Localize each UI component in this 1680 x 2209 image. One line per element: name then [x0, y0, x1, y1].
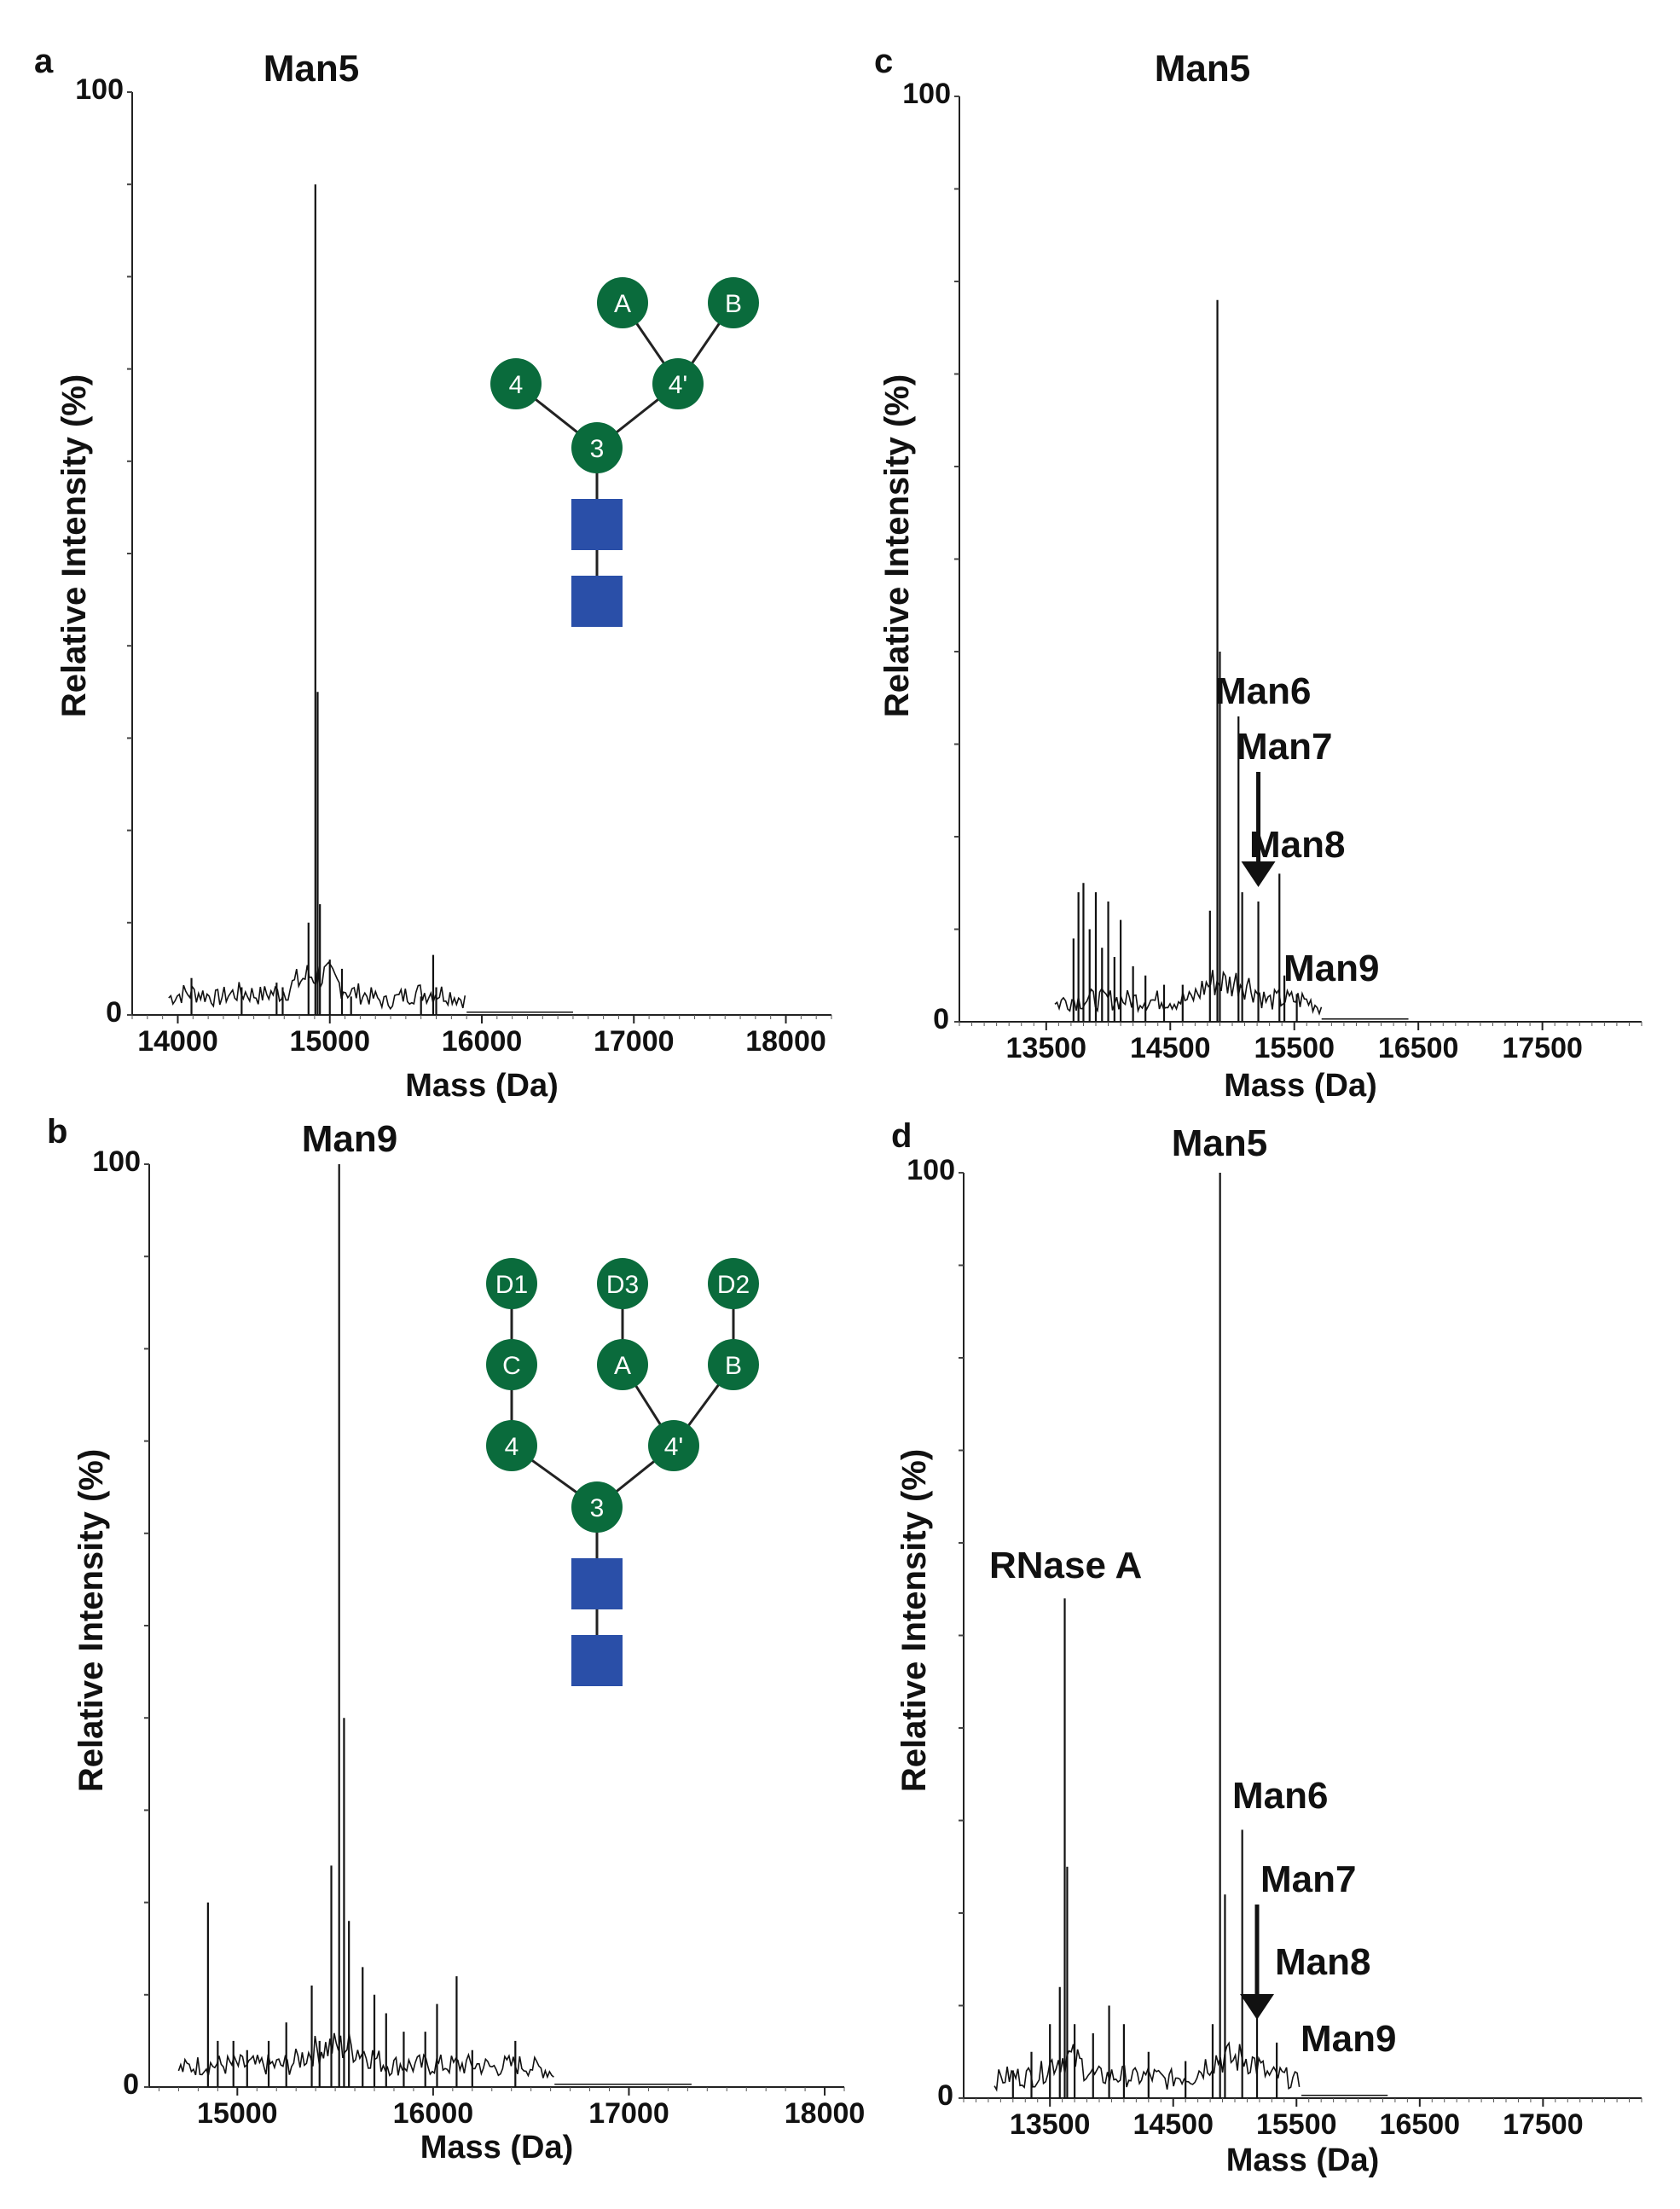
- mannose-node-label: B: [725, 290, 742, 318]
- glcnac-square-icon: [571, 1558, 623, 1609]
- panel-label: c: [874, 43, 893, 80]
- peak-annotation: Man9: [1301, 2018, 1396, 2060]
- mannose-circle-icon: [597, 277, 648, 328]
- y-tick-label: 0: [937, 2079, 953, 2112]
- x-tick-label: 13500: [1010, 2108, 1091, 2141]
- mannose-node-label: 4: [505, 1433, 519, 1461]
- peak-annotation: Man7: [1260, 1858, 1356, 1900]
- x-tick-label: 16500: [1380, 2108, 1461, 2141]
- x-tick-label: 16500: [1378, 1032, 1459, 1064]
- mannose-circle-icon: [486, 1420, 537, 1471]
- glcnac-square-icon: [571, 1635, 623, 1686]
- x-tick-label: 17000: [594, 1025, 675, 1058]
- glycan-structure-diagram: D1 D3 D2 C A B 4 4' 3: [486, 1258, 759, 1686]
- mannose-node-label: 4: [509, 371, 524, 399]
- y-tick-label: 100: [75, 73, 124, 106]
- y-tick-label: 100: [907, 1154, 955, 1186]
- panel-label: a: [34, 43, 54, 80]
- x-tick-label: 17000: [588, 2097, 669, 2130]
- glycan-structure-diagram: A B 4 4' 3: [490, 277, 759, 627]
- mannose-circle-icon: [708, 1258, 759, 1309]
- spectrum-baseline: [177, 2032, 554, 2079]
- peak-annotation: Man6: [1232, 1775, 1328, 1817]
- mannose-circle-icon: [708, 277, 759, 328]
- panel-b: b Man9 0 100 15000 16000 17000 18000 Mass (Da) Re…: [47, 1113, 865, 2166]
- mannose-node-label: A: [614, 1352, 631, 1380]
- x-tick-label: 15500: [1254, 1032, 1335, 1064]
- chart-title: Man9: [302, 1118, 397, 1160]
- chart-title: Man5: [1172, 1122, 1267, 1164]
- chart-title: Man5: [264, 48, 359, 90]
- x-tick-label: 15000: [289, 1025, 370, 1058]
- mannose-node-label: D1: [495, 1271, 528, 1299]
- mannose-node-label: 4': [664, 1433, 683, 1461]
- y-tick-label: 0: [106, 996, 122, 1029]
- panel-a: a Man5 0 100 14000 15000 16000 17000 18000 Mass (…: [34, 43, 832, 1104]
- mannose-circle-icon: [648, 1420, 699, 1471]
- y-axis-label: Relative Intensity (%): [72, 1449, 110, 1792]
- x-axis-label: Mass (Da): [1226, 2142, 1380, 2178]
- peak-annotation: Man8: [1275, 1941, 1370, 1983]
- x-tick-label: 17500: [1502, 1032, 1583, 1064]
- y-tick-label: 100: [92, 1145, 141, 1178]
- spectrum-baseline: [1054, 970, 1323, 1016]
- mannose-node-label: D3: [606, 1271, 639, 1299]
- mannose-circle-icon: [571, 1481, 623, 1533]
- peak-annotation: Man9: [1283, 948, 1379, 989]
- y-tick-label: 0: [123, 2068, 139, 2101]
- x-tick-label: 15000: [197, 2097, 278, 2130]
- x-tick-label: 14500: [1130, 1032, 1211, 1064]
- mannose-node-label: C: [502, 1352, 521, 1380]
- x-axis-label: Mass (Da): [405, 1068, 559, 1104]
- peak-annotation: Man8: [1249, 824, 1345, 866]
- mannose-circle-icon: [486, 1339, 537, 1390]
- spectrum-baseline: [994, 2041, 1301, 2092]
- mannose-circle-icon: [490, 358, 542, 409]
- mannose-node-label: B: [725, 1352, 742, 1380]
- down-arrow-icon: [1241, 861, 1276, 887]
- x-tick-label: 18000: [785, 2097, 866, 2130]
- mannose-node-label: 3: [590, 1494, 605, 1522]
- mannose-circle-icon: [652, 358, 704, 409]
- peak-annotation: Man7: [1237, 726, 1332, 768]
- y-axis-label: Relative Intensity (%): [878, 374, 916, 717]
- glcnac-square-icon: [571, 499, 623, 550]
- x-tick-label: 14500: [1133, 2108, 1214, 2141]
- x-tick-label: 13500: [1006, 1032, 1087, 1064]
- mannose-node-label: 4': [669, 371, 687, 399]
- y-axis-label: Relative Intensity (%): [895, 1449, 933, 1792]
- mannose-circle-icon: [571, 422, 623, 473]
- down-arrow-icon: [1240, 1994, 1275, 2020]
- x-axis-label: Mass (Da): [420, 2130, 574, 2166]
- y-axis-label: Relative Intensity (%): [55, 374, 93, 717]
- panel-c: c Man5 0 100 13500 14500 15500 16500 17500 Mass (…: [874, 43, 1642, 1104]
- y-tick-label: 0: [933, 1003, 949, 1035]
- mannose-circle-icon: [708, 1339, 759, 1390]
- y-tick-label: 100: [902, 78, 951, 110]
- x-tick-label: 18000: [745, 1025, 826, 1058]
- mannose-circle-icon: [597, 1339, 648, 1390]
- mannose-circle-icon: [597, 1258, 648, 1309]
- x-tick-label: 17500: [1503, 2108, 1584, 2141]
- chart-title: Man5: [1155, 48, 1250, 90]
- mannose-node-label: 3: [590, 435, 605, 463]
- panel-label: d: [891, 1117, 912, 1155]
- mannose-node-label: A: [614, 290, 631, 318]
- x-axis-label: Mass (Da): [1224, 1068, 1377, 1104]
- x-tick-label: 16000: [393, 2097, 474, 2130]
- mannose-circle-icon: [486, 1258, 537, 1309]
- x-tick-label: 15500: [1256, 2108, 1337, 2141]
- x-tick-label: 16000: [442, 1025, 523, 1058]
- panel-d: d Man5 0 100 13500 14500 15500 16500 17500 Mass (…: [891, 1117, 1642, 2178]
- peak-annotation: Man6: [1215, 670, 1311, 712]
- panel-label: b: [47, 1113, 67, 1151]
- x-tick-label: 14000: [137, 1025, 218, 1058]
- glcnac-square-icon: [571, 576, 623, 627]
- peak-annotation: RNase A: [989, 1545, 1142, 1586]
- mannose-node-label: D2: [717, 1271, 750, 1299]
